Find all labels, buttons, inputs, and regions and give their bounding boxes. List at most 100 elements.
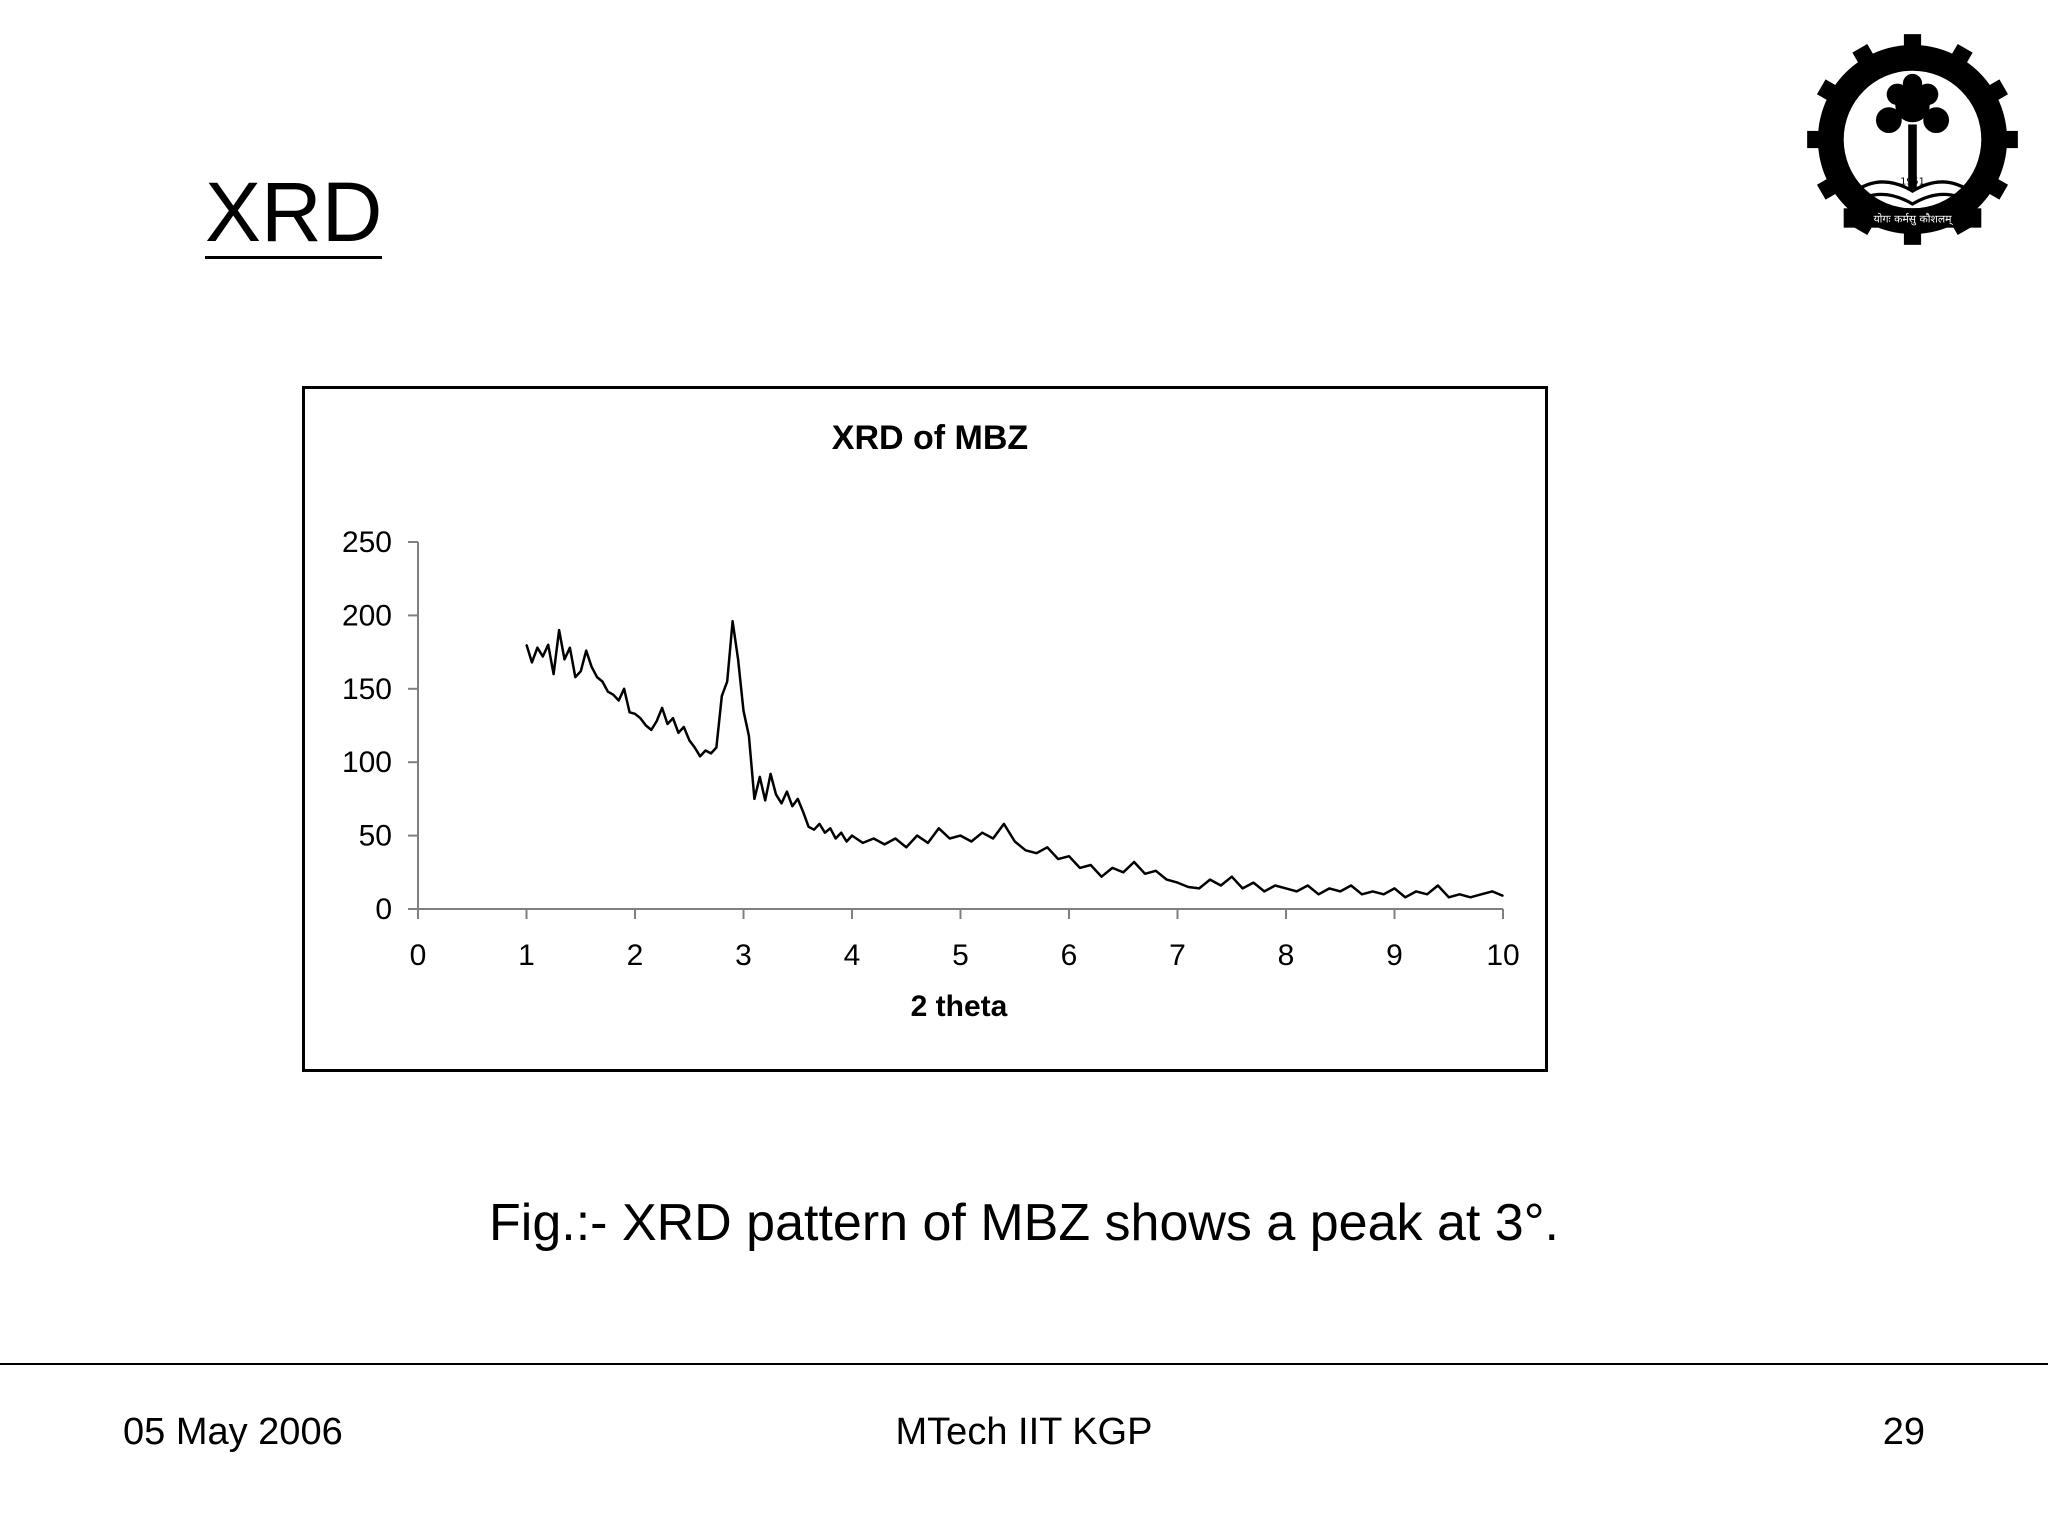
data-point (1220, 884, 1222, 887)
data-point (1057, 858, 1059, 860)
data-point (1122, 871, 1125, 874)
data-point (542, 655, 544, 658)
data-point (1024, 849, 1027, 852)
data-point (807, 826, 810, 828)
data-point (704, 749, 707, 752)
data-point (1491, 890, 1493, 893)
data-point (775, 793, 777, 796)
footer-page-number: 29 (1882, 1411, 1925, 1453)
data-point (1133, 861, 1135, 863)
data-point (905, 846, 908, 849)
data-point (585, 649, 587, 652)
data-point (655, 720, 658, 722)
data-point (780, 802, 783, 805)
data-point (699, 755, 701, 758)
data-point (1448, 896, 1450, 899)
data-point (623, 688, 625, 690)
data-point (824, 831, 826, 834)
y-tick-label: 250 (342, 526, 392, 559)
data-point (634, 713, 636, 715)
data-point (693, 746, 696, 749)
data-point (802, 811, 804, 813)
data-point (683, 726, 685, 728)
data-point (525, 644, 528, 646)
data-point (818, 823, 821, 825)
xrd-line-chart: XRD of MBZ 2 theta 0 1 2 3 4 5 6 7 8 9 10050100150… (342, 419, 1520, 1023)
data-point (547, 644, 549, 646)
data-point (845, 840, 848, 843)
iit-kharagpur-emblem-icon: 1951 योगः कर्मसु कौशलम् (1807, 34, 2018, 245)
data-point (797, 798, 799, 800)
data-point (1426, 893, 1428, 896)
data-point (769, 773, 772, 775)
data-point (677, 732, 680, 734)
data-point (710, 752, 712, 755)
data-point (742, 710, 745, 712)
data-point (916, 834, 918, 837)
x-tick-label: 8 (1278, 939, 1295, 972)
data-point (726, 680, 728, 683)
data-point (596, 676, 598, 678)
data-point (748, 735, 750, 737)
data-point (639, 717, 642, 719)
chart-title: XRD of MBZ (832, 419, 1028, 457)
data-point (1089, 864, 1092, 866)
data-point (1469, 896, 1472, 899)
data-point (764, 799, 766, 802)
x-tick-label: 6 (1061, 939, 1078, 972)
data-point (1165, 878, 1168, 881)
data-point (1372, 890, 1374, 893)
data-point (1502, 895, 1504, 897)
data-point (1176, 881, 1179, 884)
y-tick-label: 100 (342, 746, 392, 779)
figure-caption: Fig.:- XRD pattern of MBZ shows a peak a… (489, 1194, 1559, 1252)
x-tick-label: 0 (410, 939, 427, 972)
data-point (1209, 878, 1211, 881)
x-tick-label: 1 (518, 939, 535, 972)
data-point (1458, 893, 1461, 896)
series-line (525, 620, 1504, 899)
footer-date: 05 May 2006 (123, 1411, 343, 1453)
data-point (829, 827, 832, 830)
data-point (558, 629, 560, 631)
logo-motto: योगः कर्मसु कौशलम् (1873, 212, 1953, 225)
x-tick-label: 2 (627, 939, 644, 972)
data-point (1437, 884, 1439, 887)
data-point (563, 658, 566, 661)
data-point (1285, 887, 1287, 890)
data-point (1100, 875, 1103, 878)
data-point (1382, 893, 1385, 896)
data-point (590, 666, 593, 668)
data-point (1274, 884, 1276, 887)
data-point (666, 723, 669, 725)
data-point (612, 693, 615, 696)
data-point (580, 670, 582, 672)
footer-divider (0, 1363, 2048, 1365)
data-point (536, 646, 539, 649)
data-point (731, 620, 734, 623)
y-tick-label: 150 (342, 673, 392, 706)
data-point (786, 790, 788, 793)
data-point (981, 831, 983, 834)
data-point (1393, 887, 1396, 890)
data-point (1003, 823, 1005, 825)
data-point (1079, 867, 1081, 869)
data-point (791, 805, 794, 807)
data-point (1231, 875, 1233, 878)
data-point (1046, 846, 1049, 849)
data-point (552, 673, 555, 675)
data-point (970, 840, 973, 843)
data-point (628, 711, 631, 714)
data-point (601, 680, 604, 683)
chart-frame: XRD of MBZ 2 theta 0 1 2 3 4 5 6 7 8 9 10 0 50 100 150… (302, 386, 1548, 1072)
data-point (883, 843, 886, 846)
data-point (1155, 870, 1157, 872)
data-point (1263, 890, 1266, 893)
data-point (715, 746, 718, 749)
logo-motto-banner (1843, 208, 1982, 228)
data-point (1144, 873, 1146, 875)
data-point (1350, 884, 1352, 887)
data-point (1361, 893, 1363, 896)
data-point (753, 798, 756, 800)
